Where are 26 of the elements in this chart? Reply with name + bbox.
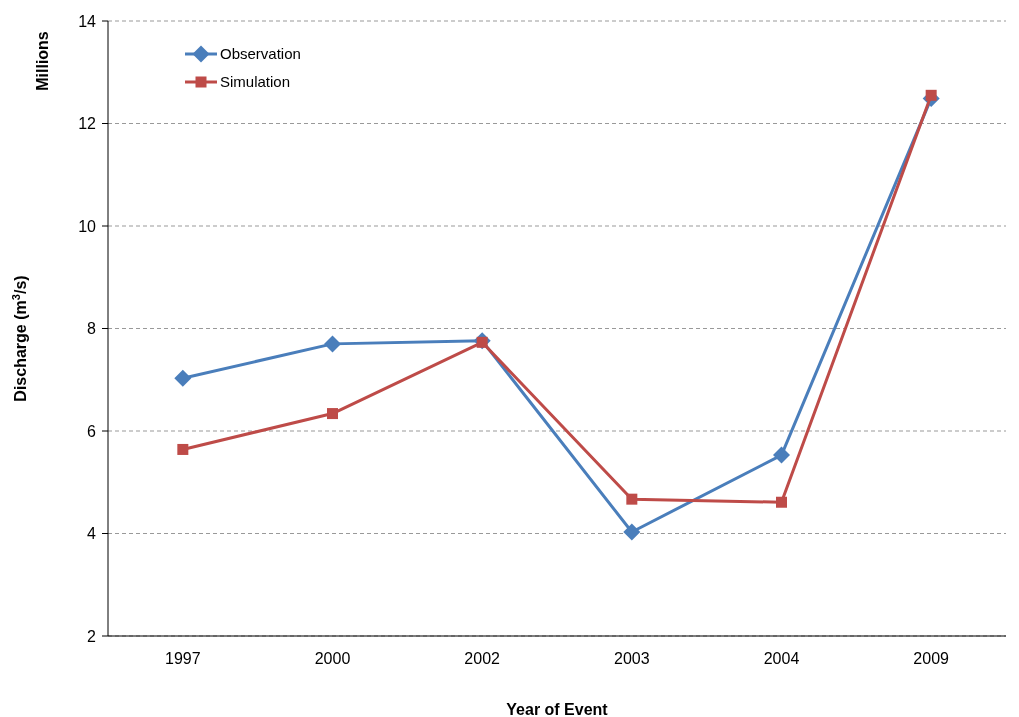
point: [177, 443, 189, 455]
x-axis-title: Year of Event: [506, 701, 609, 717]
point: [327, 408, 338, 420]
point: [623, 523, 641, 541]
y-tick-label: 14: [78, 12, 97, 30]
y-tick-label: 4: [87, 525, 97, 543]
y-tick-label: 12: [78, 115, 97, 133]
x-tick-label: 2004: [763, 650, 800, 667]
x-tick-label: 2003: [614, 650, 650, 667]
point: [773, 446, 790, 464]
y-tick-label: 8: [87, 320, 97, 338]
point: [925, 89, 937, 101]
x-tick-label: 2002: [464, 650, 501, 667]
y-tick-label: 10: [78, 217, 97, 235]
x-tick-label: 1997: [165, 650, 201, 667]
point: [324, 335, 341, 353]
x-tick-label: 2000: [314, 650, 351, 667]
text: Millions: [34, 31, 51, 91]
legend-label: Observation: [220, 45, 301, 63]
point: [776, 496, 787, 508]
y-tick-label: 2: [87, 627, 97, 645]
point: [626, 493, 638, 505]
y-tick-label: 6: [87, 422, 97, 440]
legend-label: Simulation: [220, 73, 291, 91]
x-tick-label: 2009: [913, 650, 950, 667]
point: [174, 369, 192, 387]
